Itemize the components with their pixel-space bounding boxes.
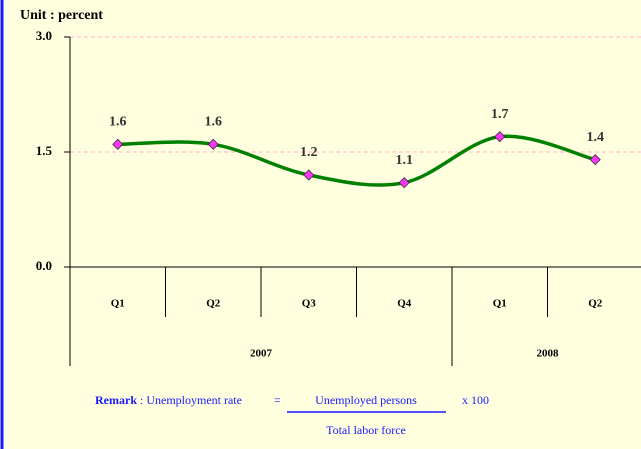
remark-text: : Unemployment rate (140, 393, 242, 407)
x-tick-label: Q4 (397, 298, 412, 310)
x-tick-label: Q2 (206, 298, 221, 310)
y-axis-label: Unit : percent (20, 8, 103, 23)
y-tick-label: 1.5 (36, 143, 53, 158)
group-label: 2008 (537, 348, 560, 360)
data-label: 1.6 (109, 115, 127, 130)
y-tick-label: 3.0 (36, 28, 52, 43)
remark: Remark : Unemployment rate = Unemployed … (95, 393, 489, 437)
x-tick-label: Q2 (588, 298, 603, 310)
series-line (117, 134, 596, 187)
remark-denominator: Total labor force (326, 423, 406, 437)
remark-numerator: Unemployed persons (315, 393, 417, 407)
remark-equals: = (274, 393, 281, 407)
remark-times: x 100 (462, 393, 489, 407)
data-label: 1.1 (396, 153, 414, 168)
marker (207, 138, 219, 150)
data-label: 1.2 (300, 145, 318, 160)
marker (494, 131, 506, 143)
x-tick-label: Q1 (111, 298, 125, 310)
data-label: 1.6 (205, 115, 223, 130)
marker (112, 138, 124, 150)
x-tick-label: Q1 (493, 298, 507, 310)
data-label: 1.7 (491, 107, 509, 122)
y-tick-label: 0.0 (36, 258, 52, 273)
marker (398, 177, 410, 189)
data-label: 1.4 (587, 130, 605, 145)
x-tick-label: Q3 (302, 298, 317, 310)
remark-label: Remark (95, 393, 137, 407)
group-label: 2007 (250, 348, 273, 360)
marker (303, 169, 315, 181)
marker (589, 154, 601, 166)
